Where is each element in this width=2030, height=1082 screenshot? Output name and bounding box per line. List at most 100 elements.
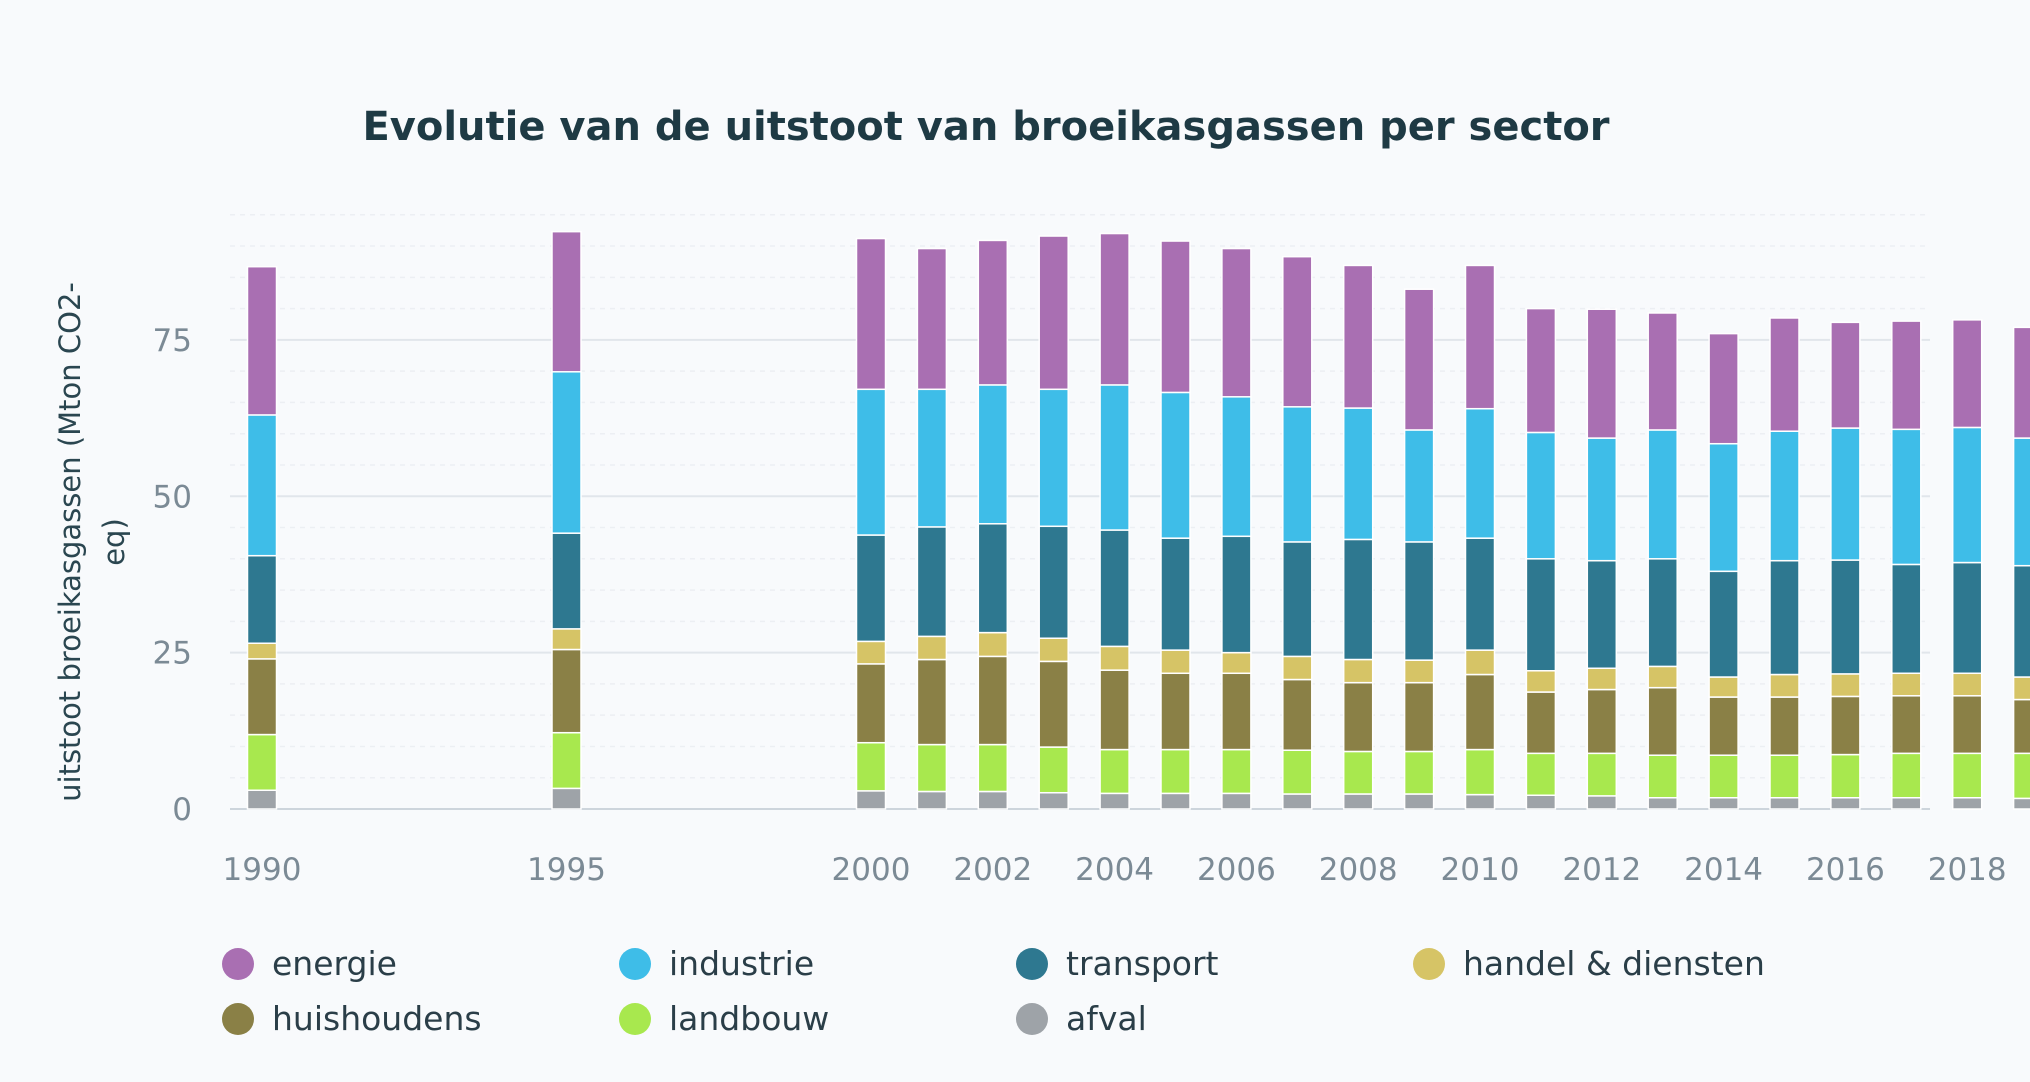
bar-segment-energie-2007[interactable]: energie 2007: 24 — [1283, 257, 1312, 407]
bar-segment-handel-diensten-1995[interactable]: handel & diensten 1995: 3.3 — [552, 629, 581, 650]
bar-segment-afval-2005[interactable]: afval 2005: 2.5 — [1161, 793, 1190, 809]
bar-segment-landbouw-2012[interactable]: landbouw 2012: 6.8 — [1587, 753, 1616, 796]
bar-segment-landbouw-2003[interactable]: landbouw 2003: 7.3 — [1039, 747, 1068, 793]
bar-segment-transport-2014[interactable]: transport 2014: 16.9 — [1709, 571, 1738, 677]
bar-segment-afval-2000[interactable]: afval 2000: 2.9 — [857, 791, 886, 809]
bar-segment-energie-2011[interactable]: energie 2011: 19.8 — [1526, 309, 1555, 433]
bar-segment-energie-2014[interactable]: energie 2014: 17.6 — [1709, 334, 1738, 444]
bar-segment-landbouw-2005[interactable]: landbouw 2005: 7 — [1161, 750, 1190, 794]
bar-segment-handel-diensten-2011[interactable]: handel & diensten 2011: 3.4 — [1526, 671, 1555, 692]
bar-segment-energie-2001[interactable]: energie 2001: 22.5 — [917, 249, 946, 390]
bar-segment-industrie-2002[interactable]: industrie 2002: 22.2 — [978, 385, 1007, 524]
bar-segment-energie-1995[interactable]: energie 1995: 22.4 — [552, 232, 581, 372]
bar-segment-huishoudens-2016[interactable]: huishoudens 2016: 9.3 — [1831, 696, 1860, 754]
bar-segment-handel-diensten-2004[interactable]: handel & diensten 2004: 3.8 — [1100, 646, 1129, 670]
bar-segment-huishoudens-2013[interactable]: huishoudens 2013: 10.8 — [1648, 688, 1677, 756]
bar-segment-huishoudens-2014[interactable]: huishoudens 2014: 9.3 — [1709, 697, 1738, 755]
bar-segment-huishoudens-2017[interactable]: huishoudens 2017: 9.2 — [1892, 696, 1921, 754]
bar-segment-industrie-2005[interactable]: industrie 2005: 23.3 — [1161, 392, 1190, 538]
bar-segment-afval-2002[interactable]: afval 2002: 2.8 — [978, 791, 1007, 809]
bar-segment-huishoudens-2019[interactable]: huishoudens 2019: 8.6 — [2014, 700, 2030, 754]
bar-segment-transport-2006[interactable]: transport 2006: 18.6 — [1222, 536, 1251, 652]
bar-segment-afval-2017[interactable]: afval 2017: 1.8 — [1892, 798, 1921, 809]
bar-segment-industrie-2010[interactable]: industrie 2010: 20.7 — [1466, 409, 1495, 538]
bar-segment-handel-diensten-2018[interactable]: handel & diensten 2018: 3.6 — [1953, 673, 1982, 696]
bar-segment-industrie-2007[interactable]: industrie 2007: 21.6 — [1283, 407, 1312, 542]
bar-segment-industrie-2008[interactable]: industrie 2008: 21 — [1344, 408, 1373, 539]
legend-item-afval[interactable]: afval — [1016, 999, 1147, 1038]
bar-segment-huishoudens-2004[interactable]: huishoudens 2004: 12.7 — [1100, 670, 1129, 749]
bar-segment-handel-diensten-1990[interactable]: handel & diensten 1990: 2.5 — [248, 643, 277, 659]
bar-segment-transport-2015[interactable]: transport 2015: 18.2 — [1770, 561, 1799, 675]
bar-segment-huishoudens-2001[interactable]: huishoudens 2001: 13.6 — [917, 660, 946, 745]
bar-segment-huishoudens-2018[interactable]: huishoudens 2018: 9.2 — [1953, 696, 1982, 754]
bar-segment-handel-diensten-2005[interactable]: handel & diensten 2005: 3.7 — [1161, 650, 1190, 673]
bar-segment-energie-1990[interactable]: energie 1990: 23.7 — [248, 267, 277, 415]
legend-item-huishoudens[interactable]: huishoudens — [222, 999, 482, 1038]
bar-segment-afval-2011[interactable]: afval 2011: 2.2 — [1526, 795, 1555, 809]
bar-segment-industrie-1995[interactable]: industrie 1995: 25.8 — [552, 372, 581, 533]
bar-segment-industrie-2001[interactable]: industrie 2001: 22 — [917, 389, 946, 527]
bar-segment-huishoudens-2009[interactable]: huishoudens 2009: 11 — [1405, 683, 1434, 752]
bar-segment-landbouw-2017[interactable]: landbouw 2017: 7.1 — [1892, 753, 1921, 797]
bar-segment-handel-diensten-2000[interactable]: handel & diensten 2000: 3.6 — [857, 641, 886, 664]
bar-segment-energie-2012[interactable]: energie 2012: 20.6 — [1587, 309, 1616, 438]
bar-segment-afval-2018[interactable]: afval 2018: 1.8 — [1953, 798, 1982, 809]
bar-segment-handel-diensten-2001[interactable]: handel & diensten 2001: 3.7 — [917, 636, 946, 659]
bar-segment-transport-2003[interactable]: transport 2003: 17.9 — [1039, 526, 1068, 638]
bar-segment-afval-2014[interactable]: afval 2014: 1.8 — [1709, 798, 1738, 809]
bar-segment-landbouw-2016[interactable]: landbouw 2016: 6.9 — [1831, 755, 1860, 798]
bar-segment-landbouw-2008[interactable]: landbouw 2008: 6.8 — [1344, 751, 1373, 794]
bar-segment-huishoudens-2012[interactable]: huishoudens 2012: 10.2 — [1587, 690, 1616, 754]
bar-segment-afval-2007[interactable]: afval 2007: 2.4 — [1283, 794, 1312, 809]
bar-segment-transport-2000[interactable]: transport 2000: 17 — [857, 535, 886, 641]
bar-segment-huishoudens-2002[interactable]: huishoudens 2002: 14.1 — [978, 656, 1007, 744]
bar-segment-afval-2006[interactable]: afval 2006: 2.5 — [1222, 793, 1251, 809]
bar-segment-energie-2008[interactable]: energie 2008: 22.8 — [1344, 265, 1373, 408]
bar-segment-handel-diensten-2016[interactable]: handel & diensten 2016: 3.6 — [1831, 674, 1860, 697]
bar-segment-handel-diensten-2003[interactable]: handel & diensten 2003: 3.7 — [1039, 638, 1068, 661]
bar-segment-landbouw-2000[interactable]: landbouw 2000: 7.7 — [857, 743, 886, 791]
bar-segment-handel-diensten-2002[interactable]: handel & diensten 2002: 3.8 — [978, 633, 1007, 657]
bar-segment-transport-1995[interactable]: transport 1995: 15.3 — [552, 533, 581, 629]
bar-segment-huishoudens-2010[interactable]: huishoudens 2010: 12 — [1466, 675, 1495, 750]
bar-segment-industrie-2009[interactable]: industrie 2009: 17.9 — [1405, 430, 1434, 542]
bar-segment-huishoudens-2006[interactable]: huishoudens 2006: 12.2 — [1222, 673, 1251, 749]
bar-segment-energie-2003[interactable]: energie 2003: 24.5 — [1039, 236, 1068, 389]
legend-item-energie[interactable]: energie — [222, 944, 397, 983]
bar-segment-handel-diensten-2015[interactable]: handel & diensten 2015: 3.6 — [1770, 675, 1799, 698]
bar-segment-transport-2001[interactable]: transport 2001: 17.5 — [917, 527, 946, 636]
bar-segment-transport-2019[interactable]: transport 2019: 17.8 — [2014, 566, 2030, 677]
bar-segment-energie-2017[interactable]: energie 2017: 17.3 — [1892, 321, 1921, 429]
bar-segment-handel-diensten-2007[interactable]: handel & diensten 2007: 3.7 — [1283, 656, 1312, 679]
bar-segment-huishoudens-2005[interactable]: huishoudens 2005: 12.2 — [1161, 673, 1190, 749]
bar-segment-huishoudens-2003[interactable]: huishoudens 2003: 13.7 — [1039, 661, 1068, 747]
bar-segment-industrie-2003[interactable]: industrie 2003: 21.9 — [1039, 389, 1068, 526]
bar-segment-industrie-2019[interactable]: industrie 2019: 20.4 — [2014, 438, 2030, 566]
legend-item-industrie[interactable]: industrie — [619, 944, 814, 983]
bar-segment-handel-diensten-2008[interactable]: handel & diensten 2008: 3.7 — [1344, 660, 1373, 683]
bar-segment-energie-2018[interactable]: energie 2018: 17.2 — [1953, 320, 1982, 428]
bar-segment-energie-2013[interactable]: energie 2013: 18.7 — [1648, 313, 1677, 430]
bar-segment-industrie-2000[interactable]: industrie 2000: 23.3 — [857, 389, 886, 535]
bar-segment-energie-2009[interactable]: energie 2009: 22.5 — [1405, 289, 1434, 430]
bar-segment-afval-2008[interactable]: afval 2008: 2.4 — [1344, 794, 1373, 809]
bar-segment-afval-2019[interactable]: afval 2019: 1.7 — [2014, 798, 2030, 809]
bar-segment-transport-1990[interactable]: transport 1990: 14 — [248, 556, 277, 644]
bar-segment-handel-diensten-2019[interactable]: handel & diensten 2019: 3.6 — [2014, 677, 2030, 700]
bar-segment-landbouw-2004[interactable]: landbouw 2004: 7 — [1100, 750, 1129, 794]
bar-segment-huishoudens-2008[interactable]: huishoudens 2008: 11 — [1344, 683, 1373, 752]
bar-segment-industrie-2015[interactable]: industrie 2015: 20.7 — [1770, 431, 1799, 560]
bar-segment-transport-2009[interactable]: transport 2009: 18.9 — [1405, 542, 1434, 660]
bar-segment-transport-2012[interactable]: transport 2012: 17.2 — [1587, 561, 1616, 669]
bar-segment-landbouw-1990[interactable]: landbouw 1990: 8.9 — [248, 735, 277, 791]
bar-segment-huishoudens-2015[interactable]: huishoudens 2015: 9.3 — [1770, 697, 1799, 755]
bar-segment-handel-diensten-2010[interactable]: handel & diensten 2010: 3.9 — [1466, 650, 1495, 674]
bar-segment-energie-2019[interactable]: energie 2019: 17.7 — [2014, 327, 2030, 438]
bar-segment-landbouw-2019[interactable]: landbouw 2019: 7.2 — [2014, 753, 2030, 798]
bar-segment-transport-2005[interactable]: transport 2005: 17.9 — [1161, 538, 1190, 650]
bar-segment-huishoudens-2007[interactable]: huishoudens 2007: 11.3 — [1283, 680, 1312, 751]
bar-segment-landbouw-2006[interactable]: landbouw 2006: 7 — [1222, 750, 1251, 794]
bar-segment-energie-2004[interactable]: energie 2004: 24.2 — [1100, 234, 1129, 385]
bar-segment-transport-2017[interactable]: transport 2017: 17.4 — [1892, 564, 1921, 673]
